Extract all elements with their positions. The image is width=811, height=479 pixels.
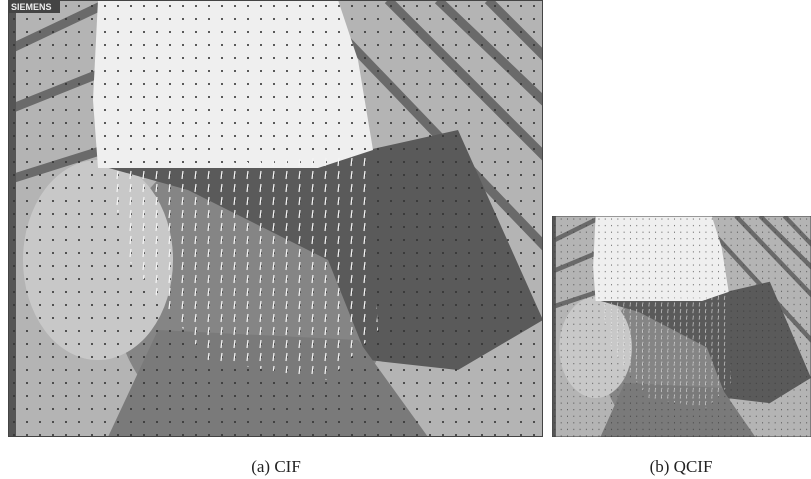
qcif-image [552,216,811,439]
figure: SIEMENS (a) CIF (b) QCIF [0,0,811,479]
page: SIEMENS (a) CIF (b) QCIF (() => { const … [0,0,811,479]
caption: (b) QCIF [650,457,713,476]
caption: (a) CIF [251,457,301,476]
logo-text: SIEMENS [11,2,52,12]
cif-image: SIEMENS [8,0,548,440]
